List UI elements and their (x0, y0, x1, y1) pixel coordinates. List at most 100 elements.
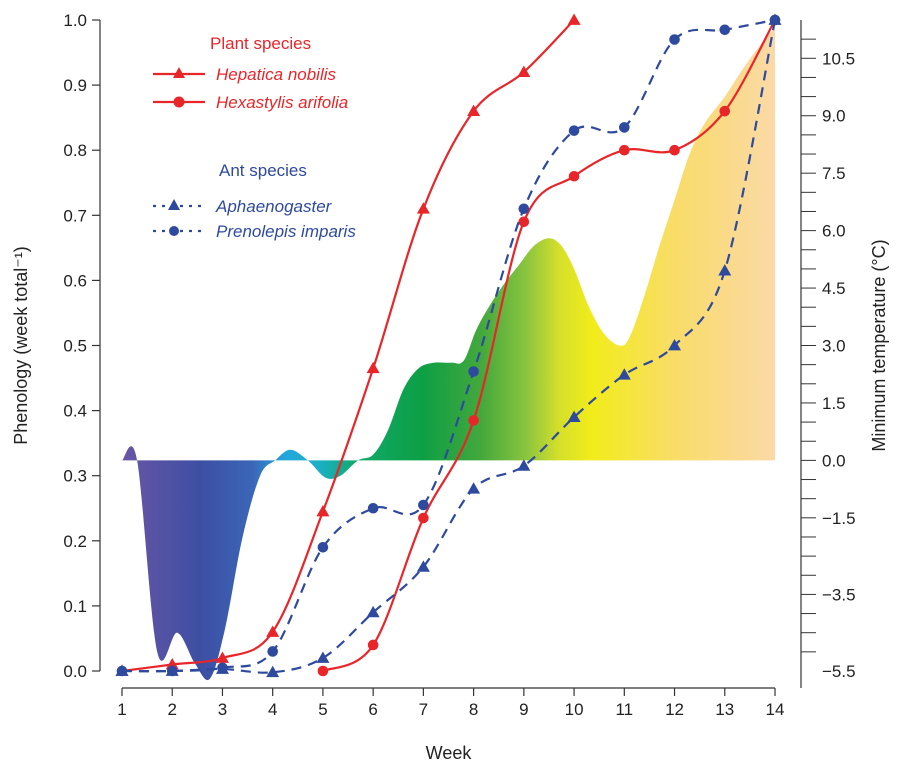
legend-label-prenolepis: Prenolepis imparis (216, 222, 356, 241)
x-tick-label: 4 (268, 700, 277, 719)
data-point-aphaenogaster (668, 339, 682, 351)
data-point-prenolepis-imparis (418, 499, 429, 511)
y-tick-label: 0.9 (63, 76, 87, 95)
data-point-prenolepis-imparis (317, 542, 329, 553)
y2-tick-label: 3.0 (822, 337, 846, 356)
data-point-aphaenogaster (567, 410, 581, 422)
legend-label-hexastylis: Hexastylis arifolia (216, 93, 348, 112)
data-point-aphaenogaster (416, 560, 430, 572)
legend-entry-prenolepis: Prenolepis imparis (153, 222, 356, 241)
y-tick-label: 0.4 (63, 402, 87, 421)
y2-tick-label: 10.5 (822, 49, 855, 68)
data-point-prenolepis-imparis (619, 122, 630, 133)
y2-tick-label: 7.5 (822, 164, 846, 183)
data-point-hexastylis-arifolia (468, 415, 479, 426)
data-point-prenolepis-imparis (568, 125, 580, 136)
data-point-prenolepis-imparis (518, 203, 530, 215)
y2-tick-label: 0.0 (822, 451, 846, 470)
data-point-hepatica-nobilis (266, 625, 280, 637)
x-tick-label: 5 (318, 700, 327, 719)
data-point-prenolepis-imparis (367, 502, 379, 514)
y-tick-label: 1.0 (63, 11, 87, 30)
data-point-hepatica-nobilis (517, 65, 531, 77)
data-point-prenolepis-imparis (769, 14, 781, 26)
data-point-aphaenogaster (316, 651, 330, 663)
data-point-prenolepis-imparis (166, 665, 178, 677)
legend-label-hepatica: Hepatica nobilis (216, 65, 337, 84)
y-tick-label: 0.7 (63, 206, 87, 225)
data-point-hexastylis-arifolia (619, 144, 630, 156)
y-tick-label: 0.2 (63, 532, 87, 551)
y-tick-label: 0.0 (63, 662, 87, 681)
x-tick-label: 12 (665, 700, 684, 719)
data-point-hepatica-nobilis (316, 505, 330, 517)
legend-plant-title: Plant species (210, 34, 311, 53)
y2-tick-label: 6.0 (822, 222, 846, 241)
y-tick-label: 0.8 (63, 141, 87, 160)
legend-circle-marker (169, 226, 179, 236)
data-point-aphaenogaster (266, 665, 280, 678)
x-tick-label: 7 (419, 700, 428, 719)
legend-circle-marker (173, 96, 185, 108)
data-point-hepatica-nobilis (366, 361, 380, 374)
x-tick-label: 14 (766, 700, 785, 719)
data-point-hexastylis-arifolia (418, 512, 429, 524)
y2-tick-label: −3.5 (822, 585, 856, 604)
data-point-hexastylis-arifolia (568, 170, 580, 182)
x-tick-label: 10 (565, 700, 584, 719)
data-point-hexastylis-arifolia (518, 216, 530, 228)
x-tick-label: 8 (469, 700, 478, 719)
x-tick-label: 13 (715, 700, 734, 719)
y-axis-right-title: Minimum temperature (°C) (869, 239, 889, 451)
y2-tick-label: 9.0 (822, 107, 846, 126)
legend-label-aphaenogaster: Aphaenogaster (215, 197, 333, 216)
legend-triangle-marker (173, 67, 185, 78)
legend-entry-hexastylis: Hexastylis arifolia (153, 93, 348, 112)
data-point-hexastylis-arifolia (367, 639, 379, 651)
data-point-aphaenogaster (366, 605, 380, 618)
y2-tick-label: −1.5 (822, 509, 856, 528)
x-tick-label: 3 (218, 700, 227, 719)
x-axis-title: Week (426, 743, 473, 763)
data-point-aphaenogaster (617, 368, 631, 380)
data-point-aphaenogaster (467, 482, 481, 494)
data-point-aphaenogaster (718, 264, 732, 276)
legend-entry-hepatica: Hepatica nobilis (153, 65, 337, 84)
data-point-hepatica-nobilis (416, 202, 430, 214)
temperature-area (122, 27, 775, 681)
y-tick-label: 0.1 (63, 597, 87, 616)
y-axis-left: 0.0 0.1 0.2 0.3 0.4 0.5 0.6 0.7 0.8 0.9 1.0 Phenol… (11, 11, 101, 681)
legend-ant-title: Ant species (219, 161, 307, 180)
x-tick-label: 6 (368, 700, 377, 719)
x-tick-label: 1 (117, 700, 126, 719)
data-point-aphaenogaster (517, 459, 531, 471)
y-tick-label: 0.5 (63, 337, 87, 356)
data-point-hexastylis-arifolia (719, 105, 731, 117)
x-axis: 1 2 3 4 5 6 7 8 9 10 11 12 13 14 Week (117, 687, 785, 763)
y-axis-left-title: Phenology (week total⁻¹) (11, 246, 31, 445)
series-layer (115, 13, 782, 678)
data-point-prenolepis-imparis (468, 366, 479, 377)
temperature-area-layer (122, 27, 775, 681)
data-point-hepatica-nobilis (215, 651, 229, 663)
legend: Plant species Hepatica nobilis Hexastyli… (153, 34, 356, 241)
data-point-hepatica-nobilis (467, 104, 481, 117)
data-point-hepatica-nobilis (165, 657, 179, 670)
data-point-hexastylis-arifolia (317, 665, 329, 677)
x-tick-label: 2 (167, 700, 176, 719)
data-point-prenolepis-imparis (719, 24, 731, 36)
data-point-hexastylis-arifolia (669, 144, 680, 156)
y2-tick-label: 4.5 (822, 279, 846, 298)
legend-triangle-marker (168, 199, 180, 210)
data-point-prenolepis-imparis (217, 662, 228, 674)
y-tick-label: 0.6 (63, 271, 87, 290)
legend-entry-aphaenogaster: Aphaenogaster (153, 197, 333, 216)
data-point-prenolepis-imparis (267, 646, 278, 657)
series-line-prenolepis-imparis (121, 18, 776, 673)
x-tick-label: 9 (519, 700, 528, 719)
y-tick-label: 0.3 (63, 467, 87, 486)
data-point-hepatica-nobilis (567, 13, 581, 25)
x-tick-label: 11 (615, 700, 633, 719)
data-point-prenolepis-imparis (669, 34, 680, 45)
